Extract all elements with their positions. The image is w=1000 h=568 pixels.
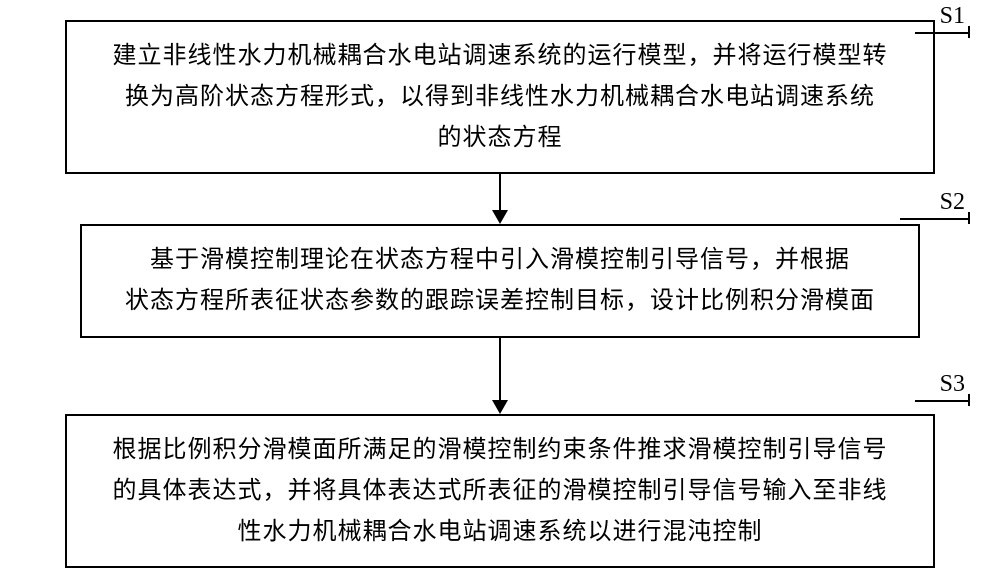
flowchart-container: 建立非线性水力机械耦合水电站调速系统的运行模型，并将运行模型转 换为高阶状态方程… [30,20,970,568]
flowchart-box-s1: 建立非线性水力机械耦合水电站调速系统的运行模型，并将运行模型转 换为高阶状态方程… [65,20,935,174]
box-s1-line2: 换为高阶状态方程形式，以得到非线性水力机械耦合水电站调速系统 [87,77,913,118]
label-notch-s2 [968,212,970,224]
box-s3-line2: 的具体表达式，并将具体表达式所表征的滑模控制引导信号输入至非线 [87,471,913,512]
box-s3-line1: 根据比例积分滑模面所满足的滑模控制约束条件推求滑模控制引导信号 [87,430,913,471]
step-label-s2: S2 [940,189,965,216]
box-s2-line2: 状态方程所表征状态参数的跟踪误差控制目标，设计比例积分滑模面 [102,281,898,322]
arrow-line [499,174,501,210]
box-s1-line1: 建立非线性水力机械耦合水电站调速系统的运行模型，并将运行模型转 [87,36,913,77]
box-s2-line1: 基于滑模控制理论在状态方程中引入滑模控制引导信号，并根据 [102,240,898,281]
arrow-s1-s2 [492,174,508,224]
box-s1-line3: 的状态方程 [87,118,913,159]
arrow-s2-s3 [492,338,508,414]
label-connector-s3 [915,400,970,402]
arrow-head-icon [492,400,508,414]
box-s3-line3: 性水力机械耦合水电站调速系统以进行混沌控制 [87,512,913,553]
label-notch-s1 [968,26,970,38]
label-connector-s1 [915,32,970,34]
label-connector-s2 [900,218,970,220]
arrow-line [499,338,501,400]
label-notch-s3 [968,394,970,406]
step-label-s3: S3 [940,371,965,398]
step-label-s1: S1 [940,3,965,30]
flowchart-box-s2: 基于滑模控制理论在状态方程中引入滑模控制引导信号，并根据 状态方程所表征状态参数… [80,224,920,338]
arrow-head-icon [492,210,508,224]
flowchart-box-s3: 根据比例积分滑模面所满足的滑模控制约束条件推求滑模控制引导信号 的具体表达式，并… [65,414,935,568]
